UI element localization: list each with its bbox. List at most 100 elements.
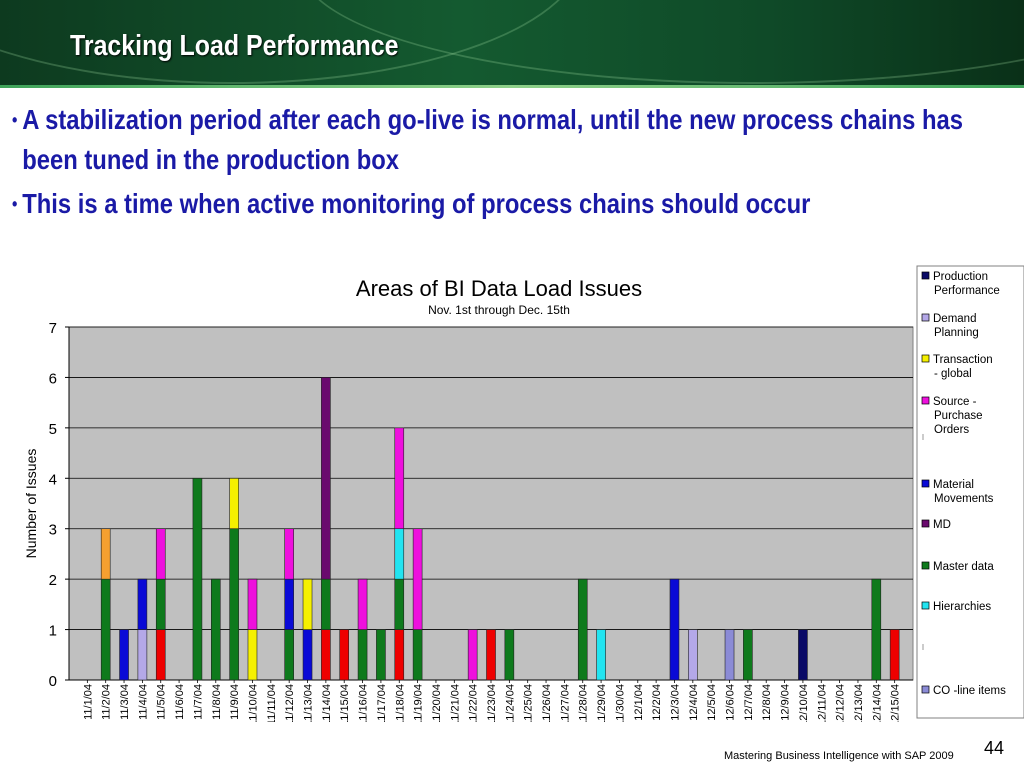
y-tick-label: 4 bbox=[49, 471, 57, 488]
slide-title: Tracking Load Performance bbox=[70, 30, 399, 62]
bullet-item: • A stabilization period after each go-l… bbox=[12, 100, 1017, 180]
bar-segment bbox=[376, 629, 386, 681]
legend-label: MD bbox=[933, 519, 951, 531]
x-tick-label: 12/6/04 bbox=[725, 684, 737, 721]
x-tick-label: 11/18/04 bbox=[394, 684, 406, 722]
x-tick-label: 12/11/04 bbox=[816, 684, 828, 722]
x-tick-label: 11/28/04 bbox=[578, 684, 590, 722]
bullet-item: • This is a time when active monitoring … bbox=[12, 184, 1017, 224]
bar-segment bbox=[688, 629, 698, 681]
legend-swatch bbox=[921, 396, 930, 405]
x-tick-label: 12/8/04 bbox=[761, 684, 773, 721]
y-tick-label: 5 bbox=[49, 421, 57, 438]
header-swoosh bbox=[300, 0, 1024, 84]
legend-label: Source -Purchase Orders bbox=[933, 396, 983, 436]
bar-segment bbox=[284, 629, 294, 681]
x-tick-label: 11/9/04 bbox=[229, 684, 241, 720]
legend-label: Production Performance bbox=[933, 271, 1000, 297]
x-tick-label: 11/1/04 bbox=[82, 684, 94, 720]
x-tick-label: 12/3/04 bbox=[669, 684, 681, 721]
x-tick-label: 11/2/04 bbox=[101, 684, 113, 720]
x-tick-label: 12/10/04 bbox=[798, 684, 810, 722]
bar-segment bbox=[155, 528, 166, 580]
y-tick-label: 3 bbox=[49, 522, 57, 539]
legend-label: Hierarchies bbox=[933, 601, 991, 613]
bar-segment bbox=[743, 629, 753, 681]
x-tick-label: 11/12/04 bbox=[284, 684, 296, 722]
legend-label: Demand Planning bbox=[933, 313, 979, 339]
x-tick-label: 11/8/04 bbox=[211, 684, 223, 720]
bar-segment bbox=[210, 578, 221, 681]
x-tick-label: 11/23/04 bbox=[486, 684, 498, 722]
x-tick-label: 11/7/04 bbox=[192, 684, 204, 720]
bar-segment bbox=[669, 578, 680, 681]
bar-segment bbox=[137, 629, 148, 681]
x-tick-label: 12/5/04 bbox=[706, 684, 718, 721]
x-tick-label: 11/22/04 bbox=[468, 684, 480, 722]
legend-label: CO -line items bbox=[933, 685, 1006, 697]
x-tick-label: 11/3/04 bbox=[119, 684, 131, 720]
x-tick-label: 11/13/04 bbox=[303, 684, 315, 722]
x-tick-label: 12/7/04 bbox=[743, 684, 755, 721]
y-axis-label: Number of Issues bbox=[23, 449, 39, 559]
bar-segment bbox=[155, 578, 166, 630]
bar-segment bbox=[302, 578, 313, 630]
bar-segment bbox=[889, 629, 900, 681]
bar-segment bbox=[247, 578, 258, 630]
x-tick-label: 12/12/04 bbox=[835, 684, 847, 722]
x-tick-label: 11/27/04 bbox=[559, 684, 571, 722]
y-tick-label: 6 bbox=[49, 370, 57, 387]
bullet-dot: • bbox=[12, 110, 18, 130]
bar-segment bbox=[412, 629, 423, 681]
x-tick-label: 11/20/04 bbox=[431, 684, 443, 722]
bar-segment bbox=[100, 528, 111, 580]
bar-segment bbox=[467, 629, 478, 681]
bar-segment bbox=[321, 377, 331, 580]
bar-segment bbox=[155, 629, 166, 681]
page-number: 44 bbox=[984, 738, 1005, 758]
bar-segment bbox=[798, 629, 808, 681]
stacked-bar-chart: Areas of BI Data Load Issues Nov. 1st thr… bbox=[23, 265, 1024, 727]
bar-segment bbox=[137, 578, 148, 630]
x-tick-label: 11/11/04 bbox=[266, 684, 278, 722]
x-tick-label: 11/15/04 bbox=[339, 684, 351, 722]
bar-segment bbox=[357, 629, 368, 681]
y-tick-label: 1 bbox=[49, 623, 57, 640]
x-tick-label: 12/13/04 bbox=[853, 684, 865, 722]
legend-swatch bbox=[921, 601, 930, 610]
bar-segment bbox=[394, 528, 405, 580]
legend-label: Material Movements bbox=[933, 479, 994, 505]
x-tick-label: 11/17/04 bbox=[376, 684, 388, 722]
chart-subtitle: Nov. 1st through Dec. 15th bbox=[428, 303, 570, 317]
bar-segment bbox=[100, 578, 111, 681]
x-tick-label: 11/19/04 bbox=[413, 684, 425, 722]
x-tick-label: 12/14/04 bbox=[871, 684, 883, 722]
legend-swatch bbox=[921, 479, 930, 488]
legend-swatch bbox=[921, 519, 930, 528]
slide-footer: Mastering Business Intelligence with SAP… bbox=[724, 750, 954, 762]
chart-title: Areas of BI Data Load Issues bbox=[356, 276, 642, 301]
bullet-text: This is a time when active monitoring of… bbox=[22, 188, 811, 219]
bar-segment bbox=[486, 629, 496, 681]
bar-segment bbox=[284, 578, 294, 630]
bar-segment bbox=[247, 629, 258, 681]
legend-swatch bbox=[921, 685, 930, 694]
plot-area bbox=[68, 326, 914, 681]
bar-segment bbox=[577, 578, 588, 681]
bar-segment bbox=[394, 629, 405, 681]
y-tick-label: 2 bbox=[49, 572, 57, 589]
legend-swatch bbox=[921, 271, 930, 280]
bar-segment bbox=[394, 427, 405, 530]
legend-label: Master data bbox=[933, 561, 994, 573]
bar-segment bbox=[321, 578, 331, 630]
legend-swatch bbox=[921, 561, 930, 570]
bar-segment bbox=[339, 629, 350, 681]
legend-swatch bbox=[921, 313, 930, 322]
bar-segment bbox=[321, 629, 331, 681]
bar-segment bbox=[504, 629, 515, 681]
bullet-dot: • bbox=[12, 194, 18, 214]
bar-segment bbox=[119, 629, 129, 681]
x-tick-label: 11/6/04 bbox=[174, 684, 186, 720]
bar-segment bbox=[357, 578, 368, 630]
chart-container: Areas of BI Data Load Issues Nov. 1st thr… bbox=[0, 262, 1024, 727]
